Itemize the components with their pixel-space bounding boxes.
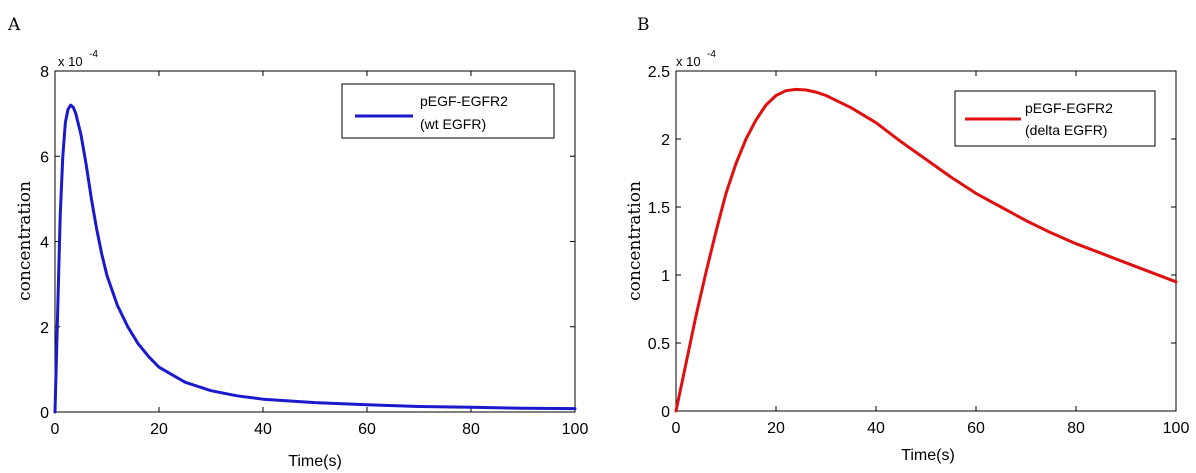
panel-a-x-tick-label: 20 (150, 421, 168, 438)
panel-a-x-tick-label: 40 (254, 421, 272, 438)
panel-b-x-tick-label: 0 (672, 420, 681, 437)
panel-a-x-tick-label: 100 (562, 421, 589, 438)
panel-a-y-tick-label: 2 (40, 320, 49, 337)
panel-b-scale-exponent: -4 (707, 49, 716, 60)
panel-b-y-tick-label: 1 (661, 268, 670, 285)
panel-b-scale-factor: x 10 (676, 54, 701, 69)
panel-a-scale-exponent: -4 (89, 49, 98, 60)
panel-b: B x 10 -4 0 20 40 60 80 100 0 0.5 1 1.5 2 2.5 Time(… (625, 15, 1189, 464)
panel-a-y-tick-label: 0 (40, 405, 49, 422)
panel-b-series-line (674, 87, 1178, 413)
panel-a-legend-line-2: (wt EGFR) (420, 116, 486, 132)
panel-b-y-tick-label: 0 (661, 404, 670, 421)
panel-a-scale-factor: x 10 (58, 54, 83, 69)
panel-a-x-axis-title: Time(s) (288, 453, 342, 470)
panel-a-series (53, 103, 577, 414)
panel-b-y-tick-label: 0.5 (648, 336, 670, 353)
panel-b-plot-frame (675, 70, 1177, 412)
panel-b-y-tick-label: 1.5 (648, 200, 670, 217)
panel-a-x-tick-label: 80 (462, 421, 480, 438)
panel-a-y-tick-label: 4 (40, 235, 49, 252)
panel-b-legend: pEGF-EGFR2 (delta EGFR) (954, 90, 1156, 147)
panel-a-ticks: 0 20 40 60 80 100 0 2 4 6 8 (40, 64, 588, 438)
panel-b-y-axis-title: concentration (625, 181, 645, 301)
panel-a-legend-box (341, 83, 555, 139)
panel-a-legend-line-1: pEGF-EGFR2 (420, 93, 508, 109)
panel-b-x-tick-label: 80 (1067, 420, 1085, 437)
panel-b-y-tick-label: 2 (661, 132, 670, 149)
panel-a-legend: pEGF-EGFR2 (wt EGFR) (341, 83, 555, 139)
panel-b-x-tick-label: 40 (867, 420, 885, 437)
panel-a-x-tick-label: 0 (51, 421, 60, 438)
panel-a-x-tick-label: 60 (358, 421, 376, 438)
panel-b-x-axis-title: Time(s) (901, 447, 955, 464)
panel-b-series (674, 87, 1178, 413)
panel-b-x-tick-label: 100 (1163, 420, 1190, 437)
panel-b-y-tick-label: 2.5 (648, 64, 670, 81)
panel-b-legend-line-1: pEGF-EGFR2 (1025, 100, 1113, 116)
panel-b-label: B (637, 15, 650, 35)
panel-b-legend-line-2: (delta EGFR) (1025, 122, 1107, 138)
panel-a-label: A (7, 15, 21, 35)
panel-a-y-axis-title: concentration (15, 181, 35, 301)
panel-b-ticks: 0 20 40 60 80 100 0 0.5 1 1.5 2 2.5 (648, 64, 1190, 437)
panel-a: A x 10 -4 0 20 40 60 80 100 0 2 4 6 8 Time(s) conc… (7, 15, 588, 470)
panel-a-series-line (53, 103, 577, 414)
panel-b-x-tick-label: 60 (967, 420, 985, 437)
panel-a-y-tick-label: 6 (40, 149, 49, 166)
panel-a-y-tick-label: 8 (40, 64, 49, 81)
panel-b-x-tick-label: 20 (767, 420, 785, 437)
